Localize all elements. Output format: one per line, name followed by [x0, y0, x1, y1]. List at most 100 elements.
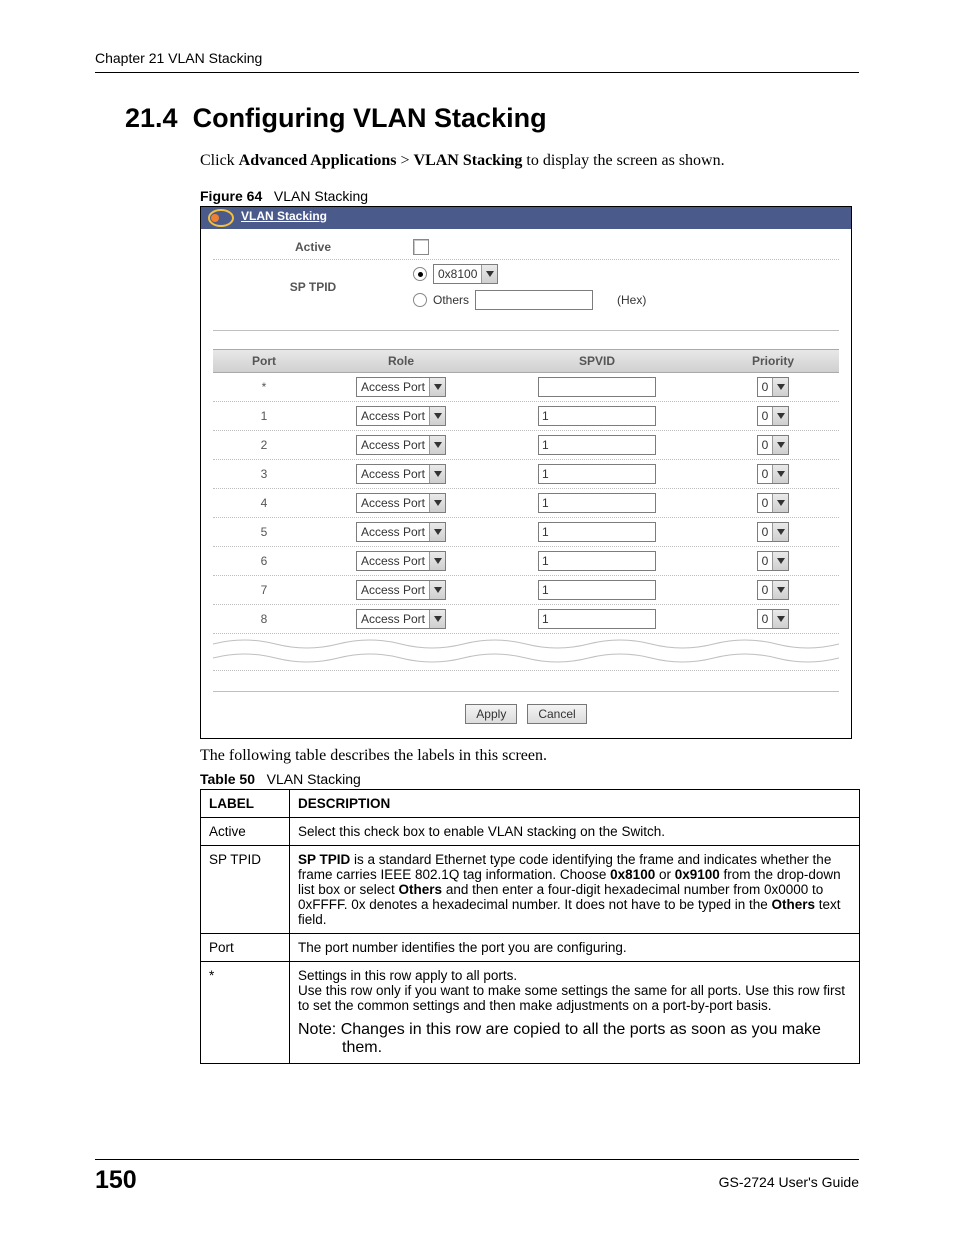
spvid-input[interactable] [538, 377, 656, 397]
tpid-radio-preset[interactable] [413, 267, 427, 281]
cancel-button[interactable]: Cancel [527, 704, 586, 724]
spvid-input[interactable]: 1 [538, 580, 656, 600]
spvid-input[interactable]: 1 [538, 493, 656, 513]
desc-text: Settings in this row apply to all ports. [298, 968, 517, 983]
chevron-down-icon [429, 378, 445, 396]
active-checkbox[interactable] [413, 239, 429, 255]
doc-name: GS-2724 User's Guide [719, 1166, 859, 1190]
port-cell: 5 [213, 521, 315, 543]
torn-edge-decoration [213, 636, 839, 666]
role-select[interactable]: Access Port [356, 406, 446, 426]
figure-caption: Figure 64 VLAN Stacking [200, 188, 859, 204]
cell-desc: Select this check box to enable VLAN sta… [290, 818, 860, 846]
priority-value: 0 [758, 525, 773, 539]
chevron-down-icon [429, 552, 445, 570]
panel-title-text: VLAN Stacking [241, 209, 327, 223]
chevron-down-icon [429, 465, 445, 483]
head-description: DESCRIPTION [290, 790, 860, 818]
role-select[interactable]: Access Port [356, 580, 446, 600]
priority-value: 0 [758, 496, 773, 510]
separator [213, 330, 839, 331]
intro-text: to display the screen as shown. [522, 152, 724, 169]
label-active: Active [213, 240, 413, 254]
chevron-down-icon [772, 581, 788, 599]
cell-label: * [201, 962, 290, 1064]
priority-value: 0 [758, 554, 773, 568]
port-cell: 6 [213, 550, 315, 572]
role-value: Access Port [357, 525, 429, 539]
section-title: 21.4 Configuring VLAN Stacking [125, 103, 859, 134]
priority-select[interactable]: 0 [757, 377, 790, 397]
chevron-down-icon [772, 465, 788, 483]
screenshot-panel: VLAN Stacking Active SP TPID 0x8100 [200, 206, 852, 739]
page-footer: 150 GS-2724 User's Guide [95, 1159, 859, 1195]
cell-label: Active [201, 818, 290, 846]
table-title: VLAN Stacking [267, 771, 361, 787]
after-figure-text: The following table describes the labels… [200, 747, 859, 765]
description-table: LABEL DESCRIPTION Active Select this che… [200, 789, 860, 1064]
priority-select[interactable]: 0 [757, 551, 790, 571]
priority-select[interactable]: 0 [757, 464, 790, 484]
chevron-down-icon [772, 523, 788, 541]
tpid-select-value: 0x8100 [434, 267, 481, 281]
priority-value: 0 [758, 467, 773, 481]
role-value: Access Port [357, 409, 429, 423]
spvid-input[interactable]: 1 [538, 551, 656, 571]
port-cell: 2 [213, 434, 315, 456]
apply-button[interactable]: Apply [465, 704, 517, 724]
chevron-down-icon [481, 265, 497, 283]
figure-label: Figure 64 [200, 188, 262, 204]
role-select[interactable]: Access Port [356, 551, 446, 571]
tpid-radio-others[interactable] [413, 293, 427, 307]
port-table-header: Port Role SPVID Priority [213, 349, 839, 373]
priority-value: 0 [758, 583, 773, 597]
others-textbox[interactable] [475, 290, 593, 310]
bold-text: 0x8100 [610, 867, 655, 882]
priority-select[interactable]: 0 [757, 493, 790, 513]
intro-text: Click [200, 152, 239, 169]
spvid-input[interactable]: 1 [538, 464, 656, 484]
panel-title-bar: VLAN Stacking [201, 207, 851, 229]
table-head-row: LABEL DESCRIPTION [201, 790, 860, 818]
tpid-select[interactable]: 0x8100 [433, 264, 498, 284]
role-select[interactable]: Access Port [356, 493, 446, 513]
spvid-input[interactable]: 1 [538, 435, 656, 455]
port-cell: 3 [213, 463, 315, 485]
spvid-input[interactable]: 1 [538, 609, 656, 629]
priority-select[interactable]: 0 [757, 522, 790, 542]
priority-select[interactable]: 0 [757, 609, 790, 629]
button-row: Apply Cancel [201, 704, 851, 738]
port-row: 5 Access Port 1 0 [213, 518, 839, 547]
figure-title: VLAN Stacking [274, 188, 368, 204]
priority-value: 0 [758, 380, 773, 394]
page-number: 150 [95, 1166, 137, 1195]
chevron-down-icon [772, 378, 788, 396]
role-select[interactable]: Access Port [356, 464, 446, 484]
port-table-body: * Access Port 0 1 Access Port 1 0 2 Access Port 1… [213, 373, 839, 634]
head-label: LABEL [201, 790, 290, 818]
role-select[interactable]: Access Port [356, 377, 446, 397]
port-cell: * [213, 376, 315, 398]
spvid-input[interactable]: 1 [538, 522, 656, 542]
role-value: Access Port [357, 467, 429, 481]
section-heading: Configuring VLAN Stacking [193, 103, 547, 133]
priority-select[interactable]: 0 [757, 406, 790, 426]
bold-text: SP TPID [298, 852, 350, 867]
priority-select[interactable]: 0 [757, 580, 790, 600]
chevron-down-icon [429, 494, 445, 512]
intro-bold: VLAN Stacking [414, 152, 523, 169]
port-cell: 7 [213, 579, 315, 601]
role-select[interactable]: Access Port [356, 522, 446, 542]
spvid-input[interactable]: 1 [538, 406, 656, 426]
role-select[interactable]: Access Port [356, 435, 446, 455]
hex-label: (Hex) [617, 293, 646, 307]
priority-select[interactable]: 0 [757, 435, 790, 455]
table-row: Active Select this check box to enable V… [201, 818, 860, 846]
port-cell: 1 [213, 405, 315, 427]
intro-paragraph: Click Advanced Applications > VLAN Stack… [200, 152, 859, 170]
chevron-down-icon [772, 407, 788, 425]
role-value: Access Port [357, 554, 429, 568]
chapter-header: Chapter 21 VLAN Stacking [95, 50, 859, 73]
page: Chapter 21 VLAN Stacking 21.4 Configurin… [0, 0, 954, 1235]
role-select[interactable]: Access Port [356, 609, 446, 629]
